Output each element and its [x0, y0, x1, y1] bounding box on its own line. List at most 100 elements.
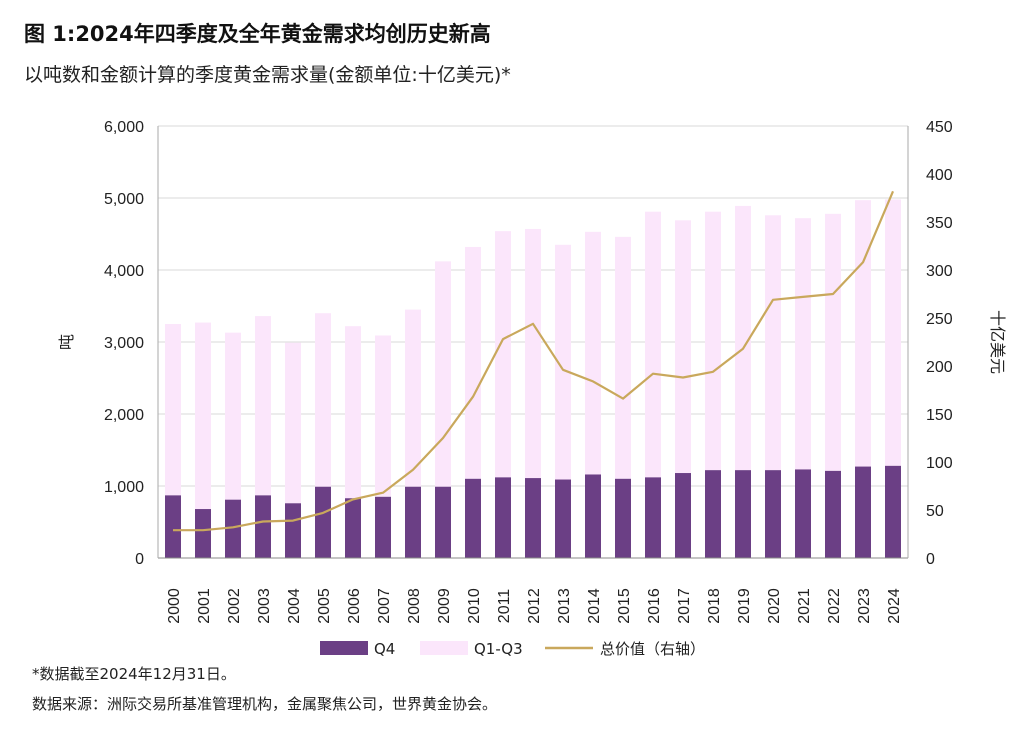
x-tick-label: 2023	[856, 588, 873, 624]
x-tick-label: 2016	[646, 588, 663, 624]
bar-q4	[225, 499, 241, 558]
footnote: *数据截至2024年12月31日。	[32, 665, 236, 683]
x-tick-label: 2011	[496, 589, 513, 624]
bar-q1-q3	[795, 218, 811, 470]
legend: Q4 Q1-Q3 总价值（右轴）	[320, 640, 705, 658]
y-tick-label: 1,000	[104, 479, 144, 496]
x-tick-label: 2007	[376, 588, 393, 624]
x-tick-label: 2005	[316, 588, 333, 624]
bar-q1-q3	[555, 244, 571, 480]
x-tick-label: 2009	[436, 588, 453, 624]
bar-q1-q3	[345, 326, 361, 499]
legend-label-q4: Q4	[374, 640, 395, 658]
bar-q4	[795, 469, 811, 558]
bar-q4	[735, 470, 751, 558]
y-tick-label: 3,000	[104, 335, 144, 352]
x-tick-label: 2003	[256, 588, 273, 624]
x-tick-label: 2022	[826, 588, 843, 624]
chart-title: 图 1:2024年四季度及全年黄金需求均创历史新高	[24, 22, 491, 46]
bar-q1-q3	[315, 313, 331, 487]
legend-label-total-value: 总价值（右轴）	[600, 640, 705, 658]
legend-swatch-q1-q3	[420, 641, 468, 655]
y2-tick-label: 250	[926, 311, 953, 328]
bar-q1-q3	[405, 309, 421, 487]
bar-q4	[675, 473, 691, 558]
x-tick-label: 2020	[766, 588, 783, 624]
x-tick-label: 2014	[586, 588, 603, 624]
x-tick-label: 2018	[706, 588, 723, 624]
y-axis-title: 吨	[57, 334, 76, 350]
y-tick-label: 0	[135, 551, 144, 568]
bar-layer	[165, 199, 901, 558]
x-tick-label: 2002	[226, 588, 243, 624]
bar-q1-q3	[495, 231, 511, 478]
x-tick-label: 2001	[196, 588, 213, 624]
bar-q4	[255, 495, 271, 558]
bar-q4	[405, 486, 421, 558]
y2-tick-label: 450	[926, 119, 953, 136]
bar-q1-q3	[195, 322, 211, 510]
bar-q1-q3	[825, 213, 841, 471]
bar-q1-q3	[855, 200, 871, 467]
y-tick-label: 5,000	[104, 191, 144, 208]
bar-q4	[285, 503, 301, 558]
y-tick-label: 2,000	[104, 407, 144, 424]
bar-q1-q3	[675, 220, 691, 474]
bar-q4	[585, 474, 601, 558]
legend-label-q1-q3: Q1-Q3	[474, 640, 523, 658]
bar-q4	[525, 478, 541, 558]
bar-q4	[345, 498, 361, 558]
bar-q4	[825, 470, 841, 558]
line-total-value	[173, 190, 895, 532]
y2-tick-label: 350	[926, 215, 953, 232]
x-tick-label: 2017	[676, 588, 693, 624]
x-tick-label: 2010	[466, 588, 483, 624]
bar-q1-q3	[435, 261, 451, 487]
bar-q1-q3	[615, 236, 631, 479]
bar-q4	[885, 465, 901, 558]
bar-q1-q3	[525, 228, 541, 479]
legend-swatch-q4	[320, 641, 368, 655]
y2-tick-label: 400	[926, 167, 953, 184]
bar-q4	[375, 496, 391, 558]
y2-tick-label: 150	[926, 407, 953, 424]
bar-q4	[645, 477, 661, 558]
x-tick-label: 2024	[886, 588, 903, 624]
bar-q1-q3	[375, 335, 391, 497]
bar-q4	[765, 470, 781, 558]
x-tick-label: 2019	[736, 588, 753, 624]
y-tick-label: 4,000	[104, 263, 144, 280]
y-tick-label: 6,000	[104, 119, 144, 136]
bar-q1-q3	[735, 205, 751, 471]
bar-q4	[435, 486, 451, 558]
bar-q1-q3	[165, 324, 181, 496]
bar-q4	[465, 478, 481, 558]
chart-subtitle: 以吨数和金额计算的季度黄金需求量(金额单位:十亿美元)*	[24, 64, 511, 86]
x-tick-label: 2008	[406, 588, 423, 624]
bar-q4	[165, 495, 181, 558]
bar-q1-q3	[465, 246, 481, 479]
bar-q1-q3	[645, 211, 661, 478]
bar-q1-q3	[255, 316, 271, 496]
bar-q1-q3	[705, 211, 721, 471]
bar-q4	[855, 466, 871, 558]
x-tick-label: 2015	[616, 588, 633, 624]
axis-layer: 0 1,000 2,000 3,000 4,000 5,000 6,000 0 50 100 150…	[57, 119, 1007, 624]
bar-q4	[615, 478, 631, 558]
y2-tick-label: 200	[926, 359, 953, 376]
bar-q1-q3	[585, 231, 601, 475]
x-tick-label: 2000	[166, 588, 183, 624]
y2-tick-label: 300	[926, 263, 953, 280]
bar-q1-q3	[885, 199, 901, 466]
bar-q4	[705, 470, 721, 558]
bar-q1-q3	[225, 332, 241, 500]
y2-tick-label: 100	[926, 455, 953, 472]
y2-axis-title: 十亿美元	[988, 310, 1007, 374]
bar-q1-q3	[285, 342, 301, 504]
x-tick-label: 2012	[526, 588, 543, 624]
y2-tick-label: 50	[926, 503, 944, 520]
bar-q4	[555, 479, 571, 558]
x-tick-label: 2004	[286, 588, 303, 624]
line-layer	[173, 190, 895, 532]
